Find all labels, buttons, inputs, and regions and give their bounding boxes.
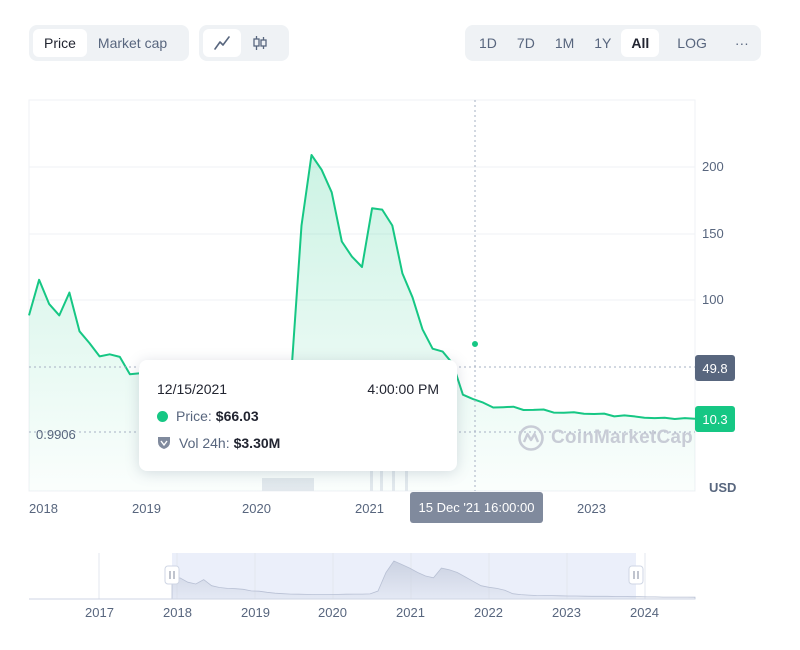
volume-shield-icon bbox=[158, 437, 170, 449]
y-tick-label: 200 bbox=[702, 159, 724, 174]
navigator-tick-label: 2019 bbox=[241, 605, 270, 620]
coinmarketcap-logo-icon bbox=[518, 425, 544, 451]
navigator-tick-label: 2018 bbox=[163, 605, 192, 620]
tooltip-volume-value: $3.30M bbox=[233, 435, 281, 451]
navigator-tick-label: 2023 bbox=[552, 605, 581, 620]
x-tick-label: 2018 bbox=[29, 501, 58, 516]
time-range-group: 1D 7D 1M 1Y All LOG ··· bbox=[465, 25, 761, 61]
navigator-tick-label: 2020 bbox=[318, 605, 347, 620]
chart-type-group bbox=[199, 25, 289, 61]
x-tick-label: 2021 bbox=[355, 501, 384, 516]
navigator-tick-label: 2021 bbox=[396, 605, 425, 620]
range-1d-button[interactable]: 1D bbox=[479, 35, 497, 51]
hover-point bbox=[471, 340, 479, 348]
line-chart-icon bbox=[214, 36, 230, 50]
tab-price[interactable]: Price bbox=[33, 29, 87, 57]
candlestick-icon bbox=[253, 36, 267, 50]
unit-label: USD bbox=[709, 480, 737, 495]
coinmarketcap-watermark: CoinMarketCap bbox=[517, 424, 693, 452]
watermark-text: CoinMarketCap bbox=[551, 427, 693, 448]
metric-tab-group: Price Market cap bbox=[29, 25, 189, 61]
more-options-button[interactable]: ··· bbox=[734, 35, 749, 51]
x-tick-label: 2023 bbox=[577, 501, 606, 516]
x-tick-label: 2019 bbox=[132, 501, 161, 516]
y-tick-label: 150 bbox=[702, 226, 724, 241]
navigator-tick-label: 2024 bbox=[630, 605, 659, 620]
tooltip-price-row: Price: $66.03 bbox=[157, 408, 259, 424]
tooltip-price-label: Price: bbox=[176, 408, 212, 424]
range-7d-button[interactable]: 7D bbox=[516, 35, 535, 51]
price-tooltip: 12/15/2021 4:00:00 PM Price: $66.03 Vol … bbox=[139, 360, 457, 471]
range-1y-button[interactable]: 1Y bbox=[594, 35, 612, 51]
log-scale-button[interactable]: LOG bbox=[677, 35, 707, 51]
x-tick-label: 2020 bbox=[242, 501, 271, 516]
tooltip-volume-label: Vol 24h: bbox=[179, 435, 230, 451]
price-series-dot-icon bbox=[157, 410, 168, 422]
current-price-badge: 10.3 bbox=[695, 406, 735, 432]
line-chart-button[interactable] bbox=[203, 29, 241, 57]
tooltip-time: 4:00:00 PM bbox=[367, 381, 439, 397]
tab-market-cap[interactable]: Market cap bbox=[97, 35, 168, 51]
range-all-button[interactable]: All bbox=[621, 29, 660, 57]
tooltip-date: 12/15/2021 bbox=[157, 381, 228, 397]
candlestick-button[interactable] bbox=[241, 29, 279, 57]
tooltip-price-value: $66.03 bbox=[215, 408, 259, 424]
min-price-label: 0.9906 bbox=[36, 427, 76, 442]
tooltip-volume-row: Vol 24h: $3.30M bbox=[157, 435, 280, 451]
hover-time-label: 15 Dec '21 16:00:00 bbox=[410, 492, 543, 523]
navigator-tick-label: 2017 bbox=[85, 605, 114, 620]
navigator-handle-left[interactable] bbox=[164, 565, 180, 585]
range-1m-button[interactable]: 1M bbox=[554, 35, 575, 51]
navigator-area bbox=[171, 560, 696, 600]
hover-price-badge: 49.8 bbox=[695, 355, 735, 381]
navigator-handle-right[interactable] bbox=[628, 565, 644, 585]
navigator-tick-label: 2022 bbox=[474, 605, 503, 620]
y-tick-label: 100 bbox=[702, 292, 724, 307]
